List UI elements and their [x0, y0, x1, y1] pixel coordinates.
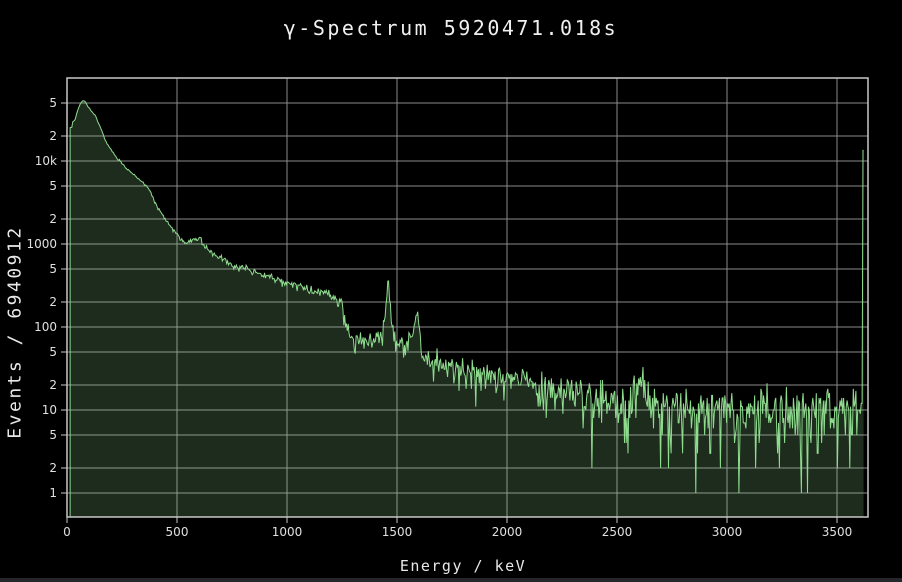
x-tick-label: 1500 — [382, 525, 413, 539]
spectrum-line — [69, 100, 864, 517]
chart-title: γ-Spectrum 5920471.018s — [283, 16, 619, 40]
y-tick-label: 5 — [49, 345, 57, 359]
x-tick-label: 2000 — [492, 525, 523, 539]
window-bottom-edge — [0, 578, 902, 582]
x-tick-label: 500 — [166, 525, 189, 539]
y-tick-label: 5 — [49, 262, 57, 276]
spectrum-area — [70, 100, 864, 518]
y-tick-label: 5 — [49, 179, 57, 193]
y-tick-label: 2 — [49, 378, 57, 392]
x-tick-labels: 0 500 1000 1500 2000 2500 3000 3500 — [63, 525, 852, 539]
x-tick-label: 1000 — [272, 525, 303, 539]
y-tick-label: 100 — [34, 320, 57, 334]
x-tick-label: 0 — [63, 525, 71, 539]
y-tick-label: 10k — [35, 154, 57, 168]
y-tick-label: 2 — [49, 461, 57, 475]
y-tick-labels: 1 2 5 10 2 5 100 2 5 1000 2 5 10k 2 5 — [26, 96, 57, 500]
y-tick-label: 2 — [49, 212, 57, 226]
y-tick-label: 5 — [49, 96, 57, 110]
x-tick-label: 3500 — [822, 525, 853, 539]
y-tick-label: 2 — [49, 129, 57, 143]
y-tick-label: 2 — [49, 295, 57, 309]
y-tick-label: 1 — [49, 486, 57, 500]
x-tick-label: 3000 — [712, 525, 743, 539]
plot-border — [66, 77, 869, 518]
gridlines — [67, 78, 868, 517]
spectrum-series — [69, 100, 864, 518]
x-axis-title: Energy / keV — [399, 557, 527, 575]
y-tick-label: 1000 — [26, 237, 57, 251]
y-tick-label: 5 — [49, 428, 57, 442]
y-tick-label: 10 — [42, 403, 57, 417]
x-tick-label: 2500 — [602, 525, 633, 539]
axis-ticks — [61, 102, 838, 523]
y-axis-title: Events / 6940912 — [4, 225, 26, 439]
